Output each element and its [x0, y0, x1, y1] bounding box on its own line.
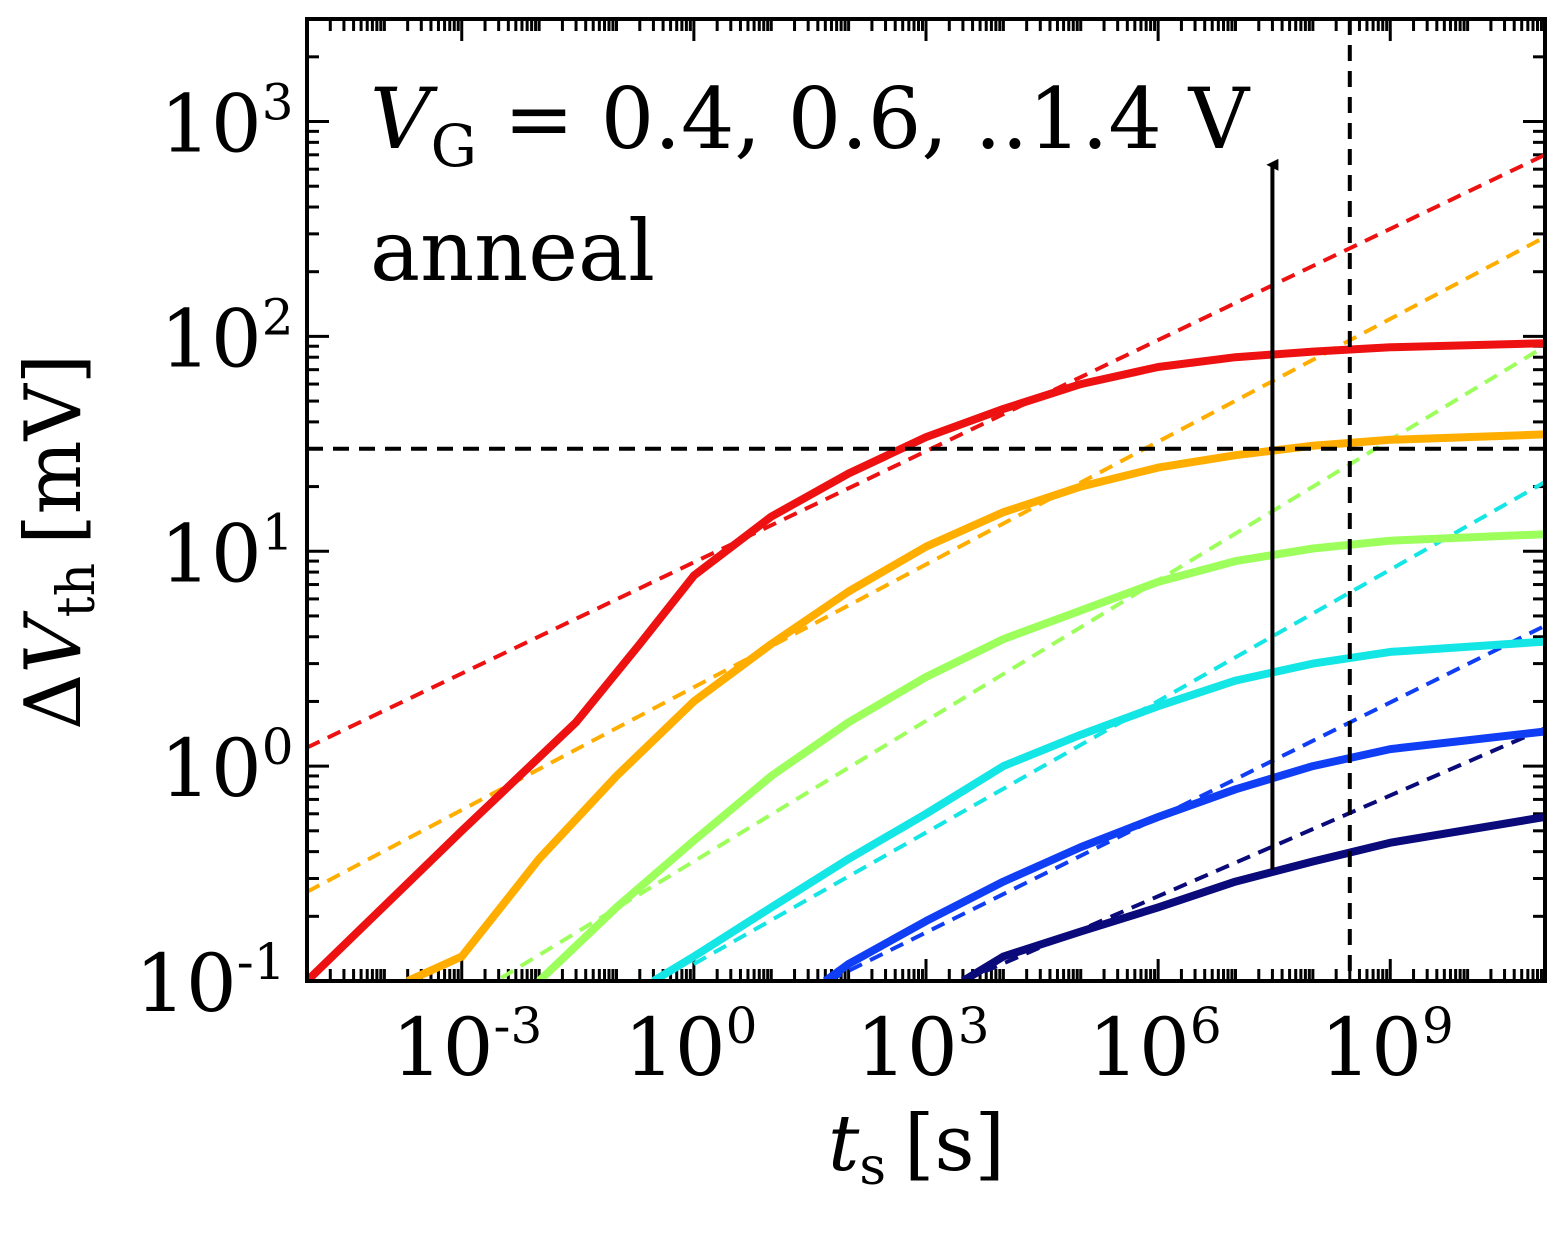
series-line: [406, 430, 1545, 981]
x-tick-exponent: 0: [726, 997, 758, 1055]
x-tick-labels: 10-3 100 103 106 109: [392, 997, 1454, 1094]
y-tick-base: 10: [160, 507, 262, 600]
y-tick-label: 102: [160, 288, 294, 385]
fit-line: [307, 235, 1545, 894]
y-axis-label: ΔVth [mV]: [9, 354, 107, 730]
y-tick-label: 10-1: [135, 933, 286, 1030]
x-tick-exponent: 3: [958, 997, 990, 1055]
series-line: [307, 339, 1545, 981]
x-tick-base: 10: [624, 1001, 726, 1094]
x-tick-label: 109: [1320, 997, 1454, 1094]
y-tick-exponent: 1: [262, 503, 294, 561]
y-tick-label: 100: [160, 718, 294, 815]
x-axis-label-main: t: [828, 1099, 860, 1189]
y-tick-exponent: 3: [262, 74, 294, 132]
y-axis-label-unit: [mV]: [9, 354, 99, 545]
series-line: [651, 637, 1545, 981]
x-tick-label: 106: [1088, 997, 1222, 1094]
series-line: [536, 530, 1545, 981]
y-tick-exponent: -1: [237, 933, 286, 991]
x-tick-base: 10: [856, 1001, 958, 1094]
x-tick-base: 10: [1088, 1001, 1190, 1094]
x-axis-label-sub: s: [859, 1137, 886, 1197]
vg-variable: V: [370, 70, 438, 168]
y-tick-label: 101: [160, 503, 294, 600]
vg-subscript: G: [431, 112, 477, 180]
x-tick-label: 100: [624, 997, 758, 1094]
series-layer: [307, 152, 1545, 981]
anneal-annotation: anneal: [370, 202, 655, 300]
y-axis-label-sub: th: [47, 563, 107, 617]
x-tick-label: 103: [856, 997, 990, 1094]
x-axis-label-unit: [s]: [904, 1099, 1005, 1189]
x-tick-exponent: -3: [494, 997, 543, 1055]
y-tick-base: 10: [160, 292, 262, 385]
y-tick-base: 10: [160, 78, 262, 171]
vg-annotation: VG = 0.4, 0.6, ..1.4 V: [370, 70, 1250, 180]
x-tick-exponent: 9: [1422, 997, 1454, 1055]
series-line: [822, 727, 1545, 981]
reference-lines: [307, 19, 1545, 981]
vg-values: = 0.4, 0.6, ..1.4 V: [477, 70, 1250, 168]
x-axis-label: ts [s]: [828, 1099, 1005, 1197]
series-line: [960, 813, 1545, 981]
y-axis-label-prefix: Δ: [9, 674, 99, 730]
x-tick-base: 10: [1320, 1001, 1422, 1094]
y-tick-base: 10: [135, 937, 237, 1030]
x-tick-base: 10: [392, 1001, 494, 1094]
y-tick-exponent: 0: [262, 718, 294, 776]
y-tick-base: 10: [160, 722, 262, 815]
fit-line: [492, 344, 1545, 981]
y-tick-label: 103: [160, 74, 294, 171]
x-tick-label: 10-3: [392, 997, 543, 1094]
x-tick-exponent: 6: [1190, 997, 1222, 1055]
y-tick-exponent: 2: [262, 288, 294, 346]
y-axis-label-main: V: [9, 611, 99, 674]
plot-frame: [305, 17, 1547, 983]
